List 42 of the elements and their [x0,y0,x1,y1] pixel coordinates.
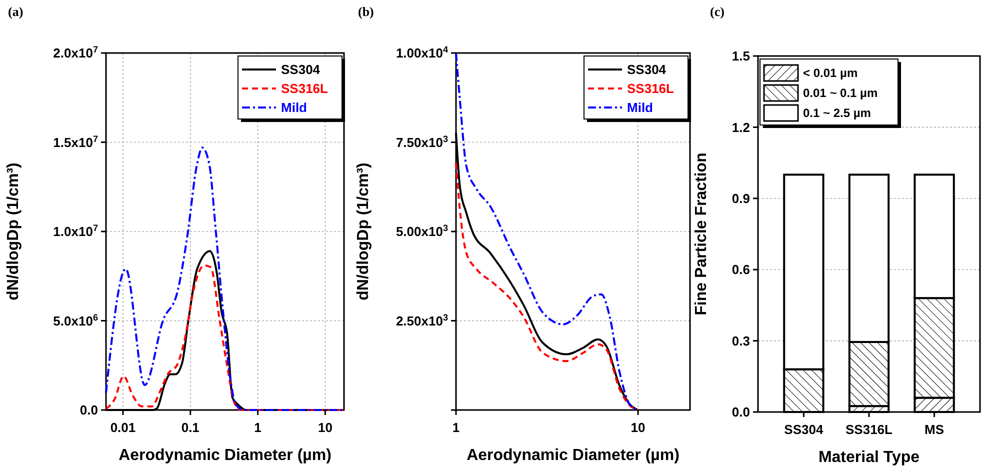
x-tick-label: SS304 [784,422,824,437]
x-tick-label: 1 [452,420,460,435]
legend-label: < 0.01 µm [803,66,858,80]
legend-label: 0.1 ~ 2.5 µm [803,106,871,120]
y-tick-label: 0.0 [732,404,750,420]
y-tick-label: 2.0x10$^{7}$ [53,44,98,61]
x-tick-label: 0.1 [181,420,200,435]
x-tick-label: 10 [318,420,332,435]
chart-title: (a) [8,4,24,19]
y-tick-label: 0.3 [732,333,750,348]
x-axis-title: Material Type [818,449,920,466]
legend-label: 0.01 ~ 0.1 µm [803,86,878,100]
legend-label: SS316L [627,81,674,96]
y-axis-title: Fine Particle Fraction [693,152,710,316]
legend-label: SS304 [627,62,667,78]
y-tick-label: 0.6 [732,262,750,278]
legend-label: Mild [281,100,308,116]
x-axis-title: Aerodynamic Diameter (µm) [466,447,680,464]
x-tick-label: SS316L [846,422,893,437]
legend-label: SS304 [281,62,321,78]
y-tick-label: 5.00x10$^{3}$ [396,223,448,240]
legend-label: Mild [627,100,654,116]
x-tick-label: 1 [254,420,262,435]
x-axis-title: Aerodynamic Diameter (µm) [118,447,332,464]
y-tick-label: 1.2 [732,120,750,135]
x-tick-label: 10 [630,420,646,435]
y-tick-label: 1.5x10$^{7}$ [53,134,98,150]
y-axis-title: dN/dlogDp (1/cm³) [5,162,22,300]
y-axis-title: dN/dlogDp (1/cm³) [355,162,372,300]
y-tick-label: 5.0x10$^{6}$ [53,312,98,328]
y-tick-label: 2.50x10$^{3}$ [396,312,448,328]
y-tick-label: 1.0x10$^{7}$ [53,223,98,240]
chart-title: (b) [358,4,374,19]
y-tick-label: 0.9 [732,190,750,206]
y-tick-label: 0.0 [80,402,98,418]
x-tick-label: MS [924,422,944,437]
y-tick-label: 1.5 [732,48,750,64]
y-tick-label: 1.00x10$^{4}$ [396,44,449,61]
legend-label: SS316L [281,81,328,96]
chart-title: (c) [710,4,724,19]
y-tick-label: 7.50x10$^{3}$ [396,134,448,150]
x-tick-label: 0.01 [110,420,136,435]
